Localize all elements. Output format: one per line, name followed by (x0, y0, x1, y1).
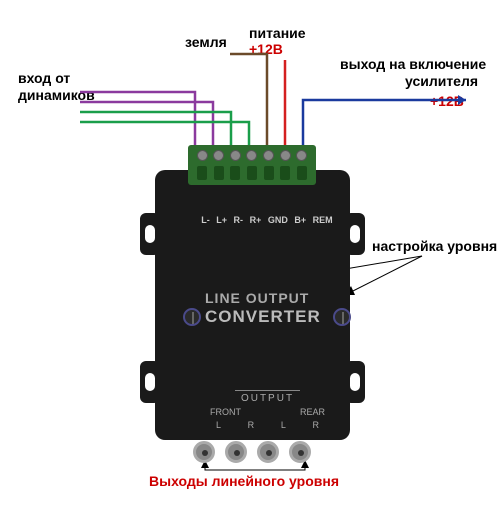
amp-out-label: выход на включение (340, 55, 486, 73)
device-title-line2: CONVERTER (205, 307, 321, 327)
terminal-hole (247, 166, 257, 180)
rca-front-l[interactable] (193, 441, 215, 463)
terminal-screw[interactable] (230, 150, 241, 161)
device-body: L- L+ R- R+ GND B+ REM LINE OUTPUT CONVE… (155, 170, 350, 440)
terminal-screw[interactable] (263, 150, 274, 161)
channel-label: R (248, 420, 255, 430)
level-adjust-right[interactable] (333, 308, 351, 326)
terminal-screw[interactable] (280, 150, 291, 161)
channel-label: L (281, 420, 286, 430)
pin-label: R- (234, 215, 244, 225)
device-title: LINE OUTPUT CONVERTER (205, 290, 321, 327)
pin-label: REM (313, 215, 333, 225)
amp-voltage-label: +12В (430, 92, 464, 110)
rca-rear-r[interactable] (289, 441, 311, 463)
output-section: OUTPUT FRONT REAR L R L R (210, 390, 325, 430)
pin-labels: L- L+ R- R+ GND B+ REM (198, 215, 336, 225)
ground-label: земля (185, 33, 227, 51)
channel-label: R (313, 420, 320, 430)
pin-label: GND (268, 215, 288, 225)
terminal-hole (280, 166, 290, 180)
device-title-line1: LINE OUTPUT (205, 290, 321, 307)
level-adjust-left[interactable] (183, 308, 201, 326)
terminal-block (188, 145, 316, 185)
terminal-screw[interactable] (246, 150, 257, 161)
rca-front-r[interactable] (225, 441, 247, 463)
pin-label: R+ (250, 215, 262, 225)
terminal-hole (214, 166, 224, 180)
power-voltage-label: +12В (249, 40, 283, 58)
level-adj-label: настройка уровня (372, 237, 497, 255)
pin-label: B+ (294, 215, 306, 225)
rear-label: REAR (300, 407, 325, 417)
terminal-screw[interactable] (197, 150, 208, 161)
converter-device: L- L+ R- R+ GND B+ REM LINE OUTPUT CONVE… (140, 145, 365, 455)
speaker-in-label1: вход от (18, 69, 70, 87)
speaker-in-label2: динамиков (18, 86, 95, 104)
pin-label: L- (201, 215, 210, 225)
terminal-hole (230, 166, 240, 180)
amp-out-label2: усилителя (405, 72, 478, 90)
terminal-screw[interactable] (213, 150, 224, 161)
rca-rear-l[interactable] (257, 441, 279, 463)
terminal-hole (197, 166, 207, 180)
terminal-screw[interactable] (296, 150, 307, 161)
pin-label: L+ (216, 215, 227, 225)
front-label: FRONT (210, 407, 241, 417)
terminal-hole (264, 166, 274, 180)
channel-label: L (216, 420, 221, 430)
rca-outputs (193, 441, 311, 463)
terminal-hole (297, 166, 307, 180)
output-label: OUTPUT (210, 393, 325, 404)
line-outputs-label: Выходы линейного уровня (149, 472, 339, 490)
